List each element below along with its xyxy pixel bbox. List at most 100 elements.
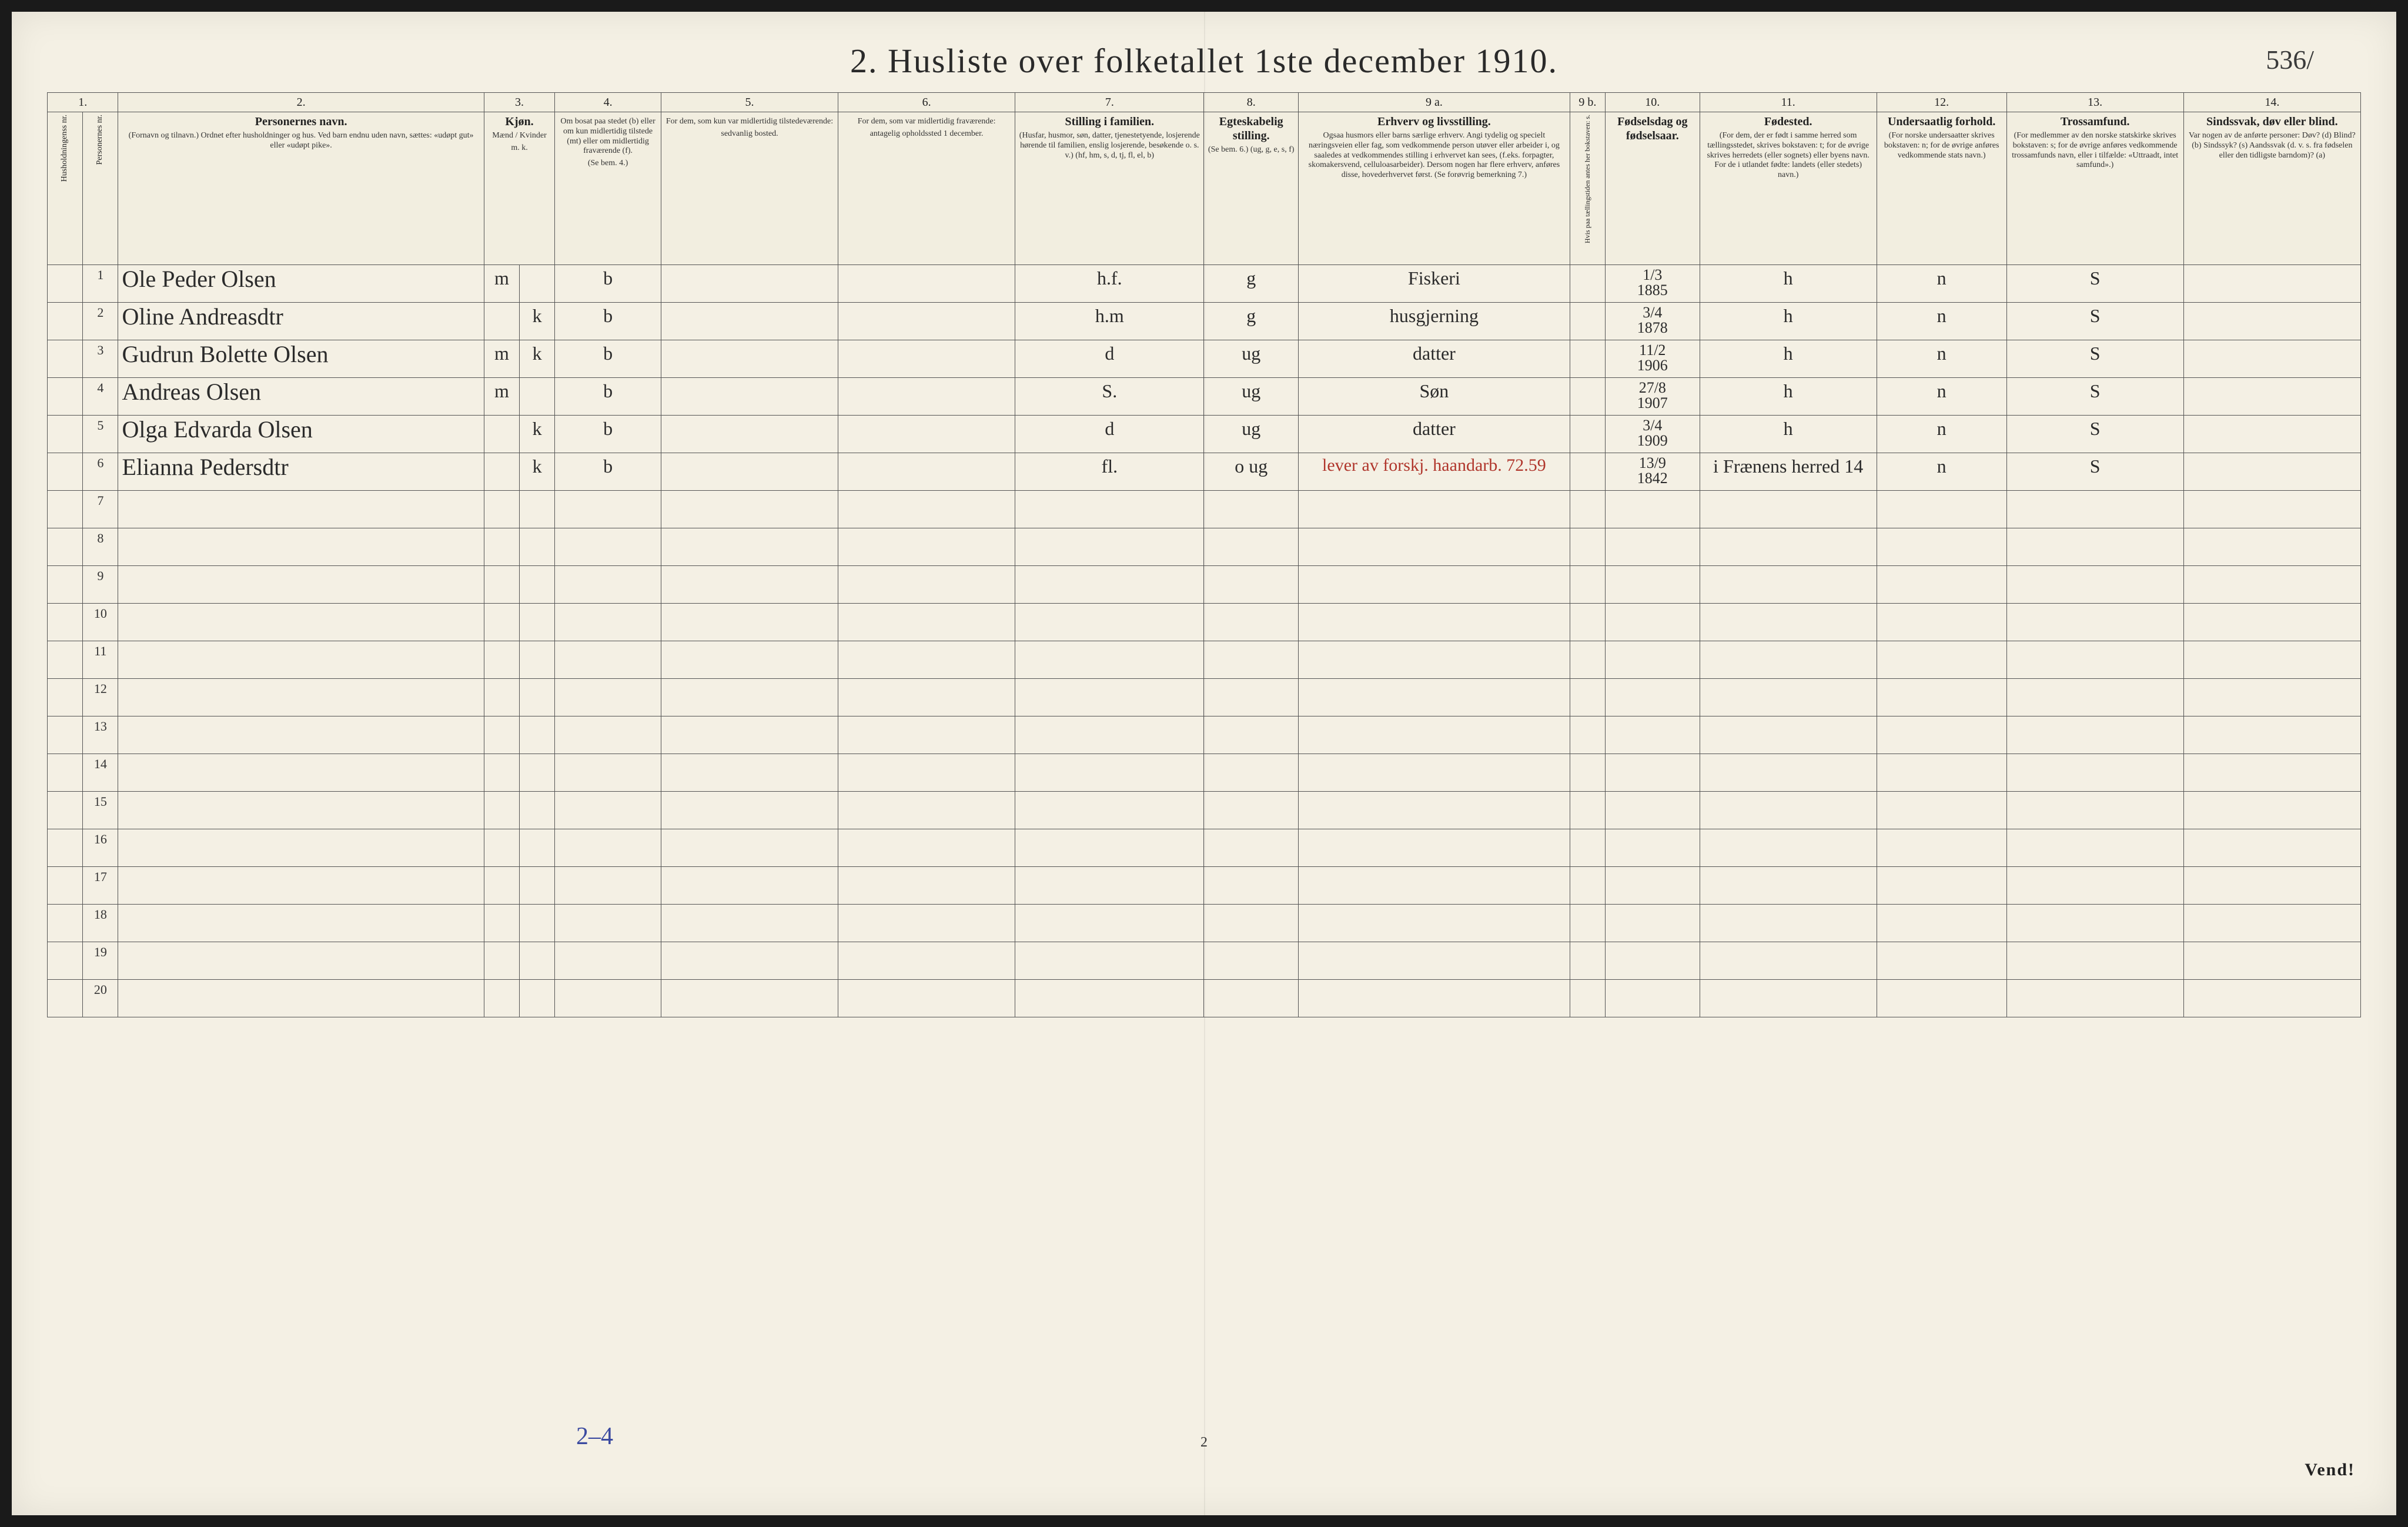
cell-sex-m xyxy=(484,453,519,491)
cell-empty xyxy=(1204,528,1299,566)
cell-empty xyxy=(2006,905,2183,942)
cell-empty xyxy=(1570,867,1605,905)
cell-empty xyxy=(1299,980,1570,1017)
hdr-person-nr: Personernes nr. xyxy=(83,112,118,265)
cell-empty xyxy=(2183,829,2360,867)
cell-family-pos: fl. xyxy=(1015,453,1204,491)
cell-empty xyxy=(838,528,1015,566)
cell-empty xyxy=(1015,528,1204,566)
cell-sex-m: m xyxy=(484,340,519,378)
cell-9b xyxy=(1570,303,1605,340)
cell-empty xyxy=(1700,491,1877,528)
cell-citizenship: n xyxy=(1877,453,2006,491)
cell-empty xyxy=(838,867,1015,905)
hdr-residence-sub: (Se bem. 4.) xyxy=(558,159,657,169)
page-number: 2 xyxy=(1200,1435,1208,1451)
cell-empty xyxy=(1700,829,1877,867)
cell-occupation: datter xyxy=(1299,416,1570,453)
hdr-sex-sub: Mænd / Kvinder xyxy=(488,131,551,141)
cell-empty xyxy=(1606,754,1700,792)
cell-name: Olga Edvarda Olsen xyxy=(118,416,484,453)
cell-empty xyxy=(2006,867,2183,905)
cell-sex-m: m xyxy=(484,265,519,303)
cell-empty xyxy=(1299,604,1570,641)
cell-empty xyxy=(555,867,661,905)
cell-empty xyxy=(484,566,519,604)
cell-household-nr xyxy=(48,566,83,604)
cell-empty xyxy=(1606,604,1700,641)
cell-temp-absent xyxy=(838,265,1015,303)
vend-label: Vend! xyxy=(2305,1460,2355,1480)
cell-person-nr: 9 xyxy=(83,566,118,604)
cell-empty xyxy=(520,491,555,528)
cell-empty xyxy=(661,641,838,679)
cell-empty xyxy=(1606,829,1700,867)
cell-sex-k xyxy=(520,265,555,303)
cell-empty xyxy=(484,980,519,1017)
cell-family-pos: d xyxy=(1015,416,1204,453)
census-page: 2. Husliste over folketallet 1ste decemb… xyxy=(12,12,2396,1515)
cell-empty xyxy=(555,604,661,641)
cell-empty xyxy=(2183,942,2360,980)
cell-empty xyxy=(1606,980,1700,1017)
cell-empty xyxy=(1204,716,1299,754)
hdr-sex-title: Kjøn. xyxy=(505,115,533,128)
cell-household-nr xyxy=(48,867,83,905)
cell-empty xyxy=(1299,867,1570,905)
cell-birth: 1/31885 xyxy=(1606,265,1700,303)
cell-person-nr: 19 xyxy=(83,942,118,980)
colnum-3: 3. xyxy=(484,93,554,112)
cell-household-nr xyxy=(48,754,83,792)
cell-empty xyxy=(2006,942,2183,980)
cell-empty xyxy=(1015,604,1204,641)
cell-empty xyxy=(1204,867,1299,905)
cell-birth: 3/41878 xyxy=(1606,303,1700,340)
cell-empty xyxy=(1700,754,1877,792)
colnum-8: 8. xyxy=(1204,93,1299,112)
cell-empty xyxy=(2006,528,2183,566)
cell-empty xyxy=(2183,754,2360,792)
page-fold xyxy=(1204,12,1205,1515)
cell-empty xyxy=(1204,942,1299,980)
cell-empty xyxy=(1570,679,1605,716)
cell-name: Gudrun Bolette Olsen xyxy=(118,340,484,378)
cell-empty xyxy=(838,566,1015,604)
cell-empty xyxy=(1570,604,1605,641)
cell-empty xyxy=(1299,641,1570,679)
colnum-4: 4. xyxy=(555,93,661,112)
cell-empty xyxy=(520,716,555,754)
cell-empty xyxy=(1015,679,1204,716)
cell-temp-absent xyxy=(838,378,1015,416)
cell-citizenship: n xyxy=(1877,303,2006,340)
hdr-sex: Kjøn. Mænd / Kvinder m. k. xyxy=(484,112,554,265)
hdr-residence: Om bosat paa stedet (b) eller om kun mid… xyxy=(555,112,661,265)
hdr-household-nr: Husholdningenss nr. xyxy=(48,112,83,265)
cell-empty xyxy=(838,679,1015,716)
cell-empty xyxy=(484,716,519,754)
cell-marital: g xyxy=(1204,265,1299,303)
cell-name: Elianna Pedersdtr xyxy=(118,453,484,491)
cell-empty xyxy=(1570,980,1605,1017)
cell-empty xyxy=(1299,905,1570,942)
hdr-religion-sub: (For medlemmer av den norske statskirke … xyxy=(2011,131,2180,170)
cell-citizenship: n xyxy=(1877,416,2006,453)
cell-disability xyxy=(2183,453,2360,491)
colnum-12: 12. xyxy=(1877,93,2006,112)
colnum-9b: 9 b. xyxy=(1570,93,1605,112)
cell-empty xyxy=(555,566,661,604)
cell-empty xyxy=(838,942,1015,980)
cell-empty xyxy=(1299,942,1570,980)
cell-empty xyxy=(1700,641,1877,679)
hdr-family-pos-sub: (Husfar, husmor, søn, datter, tjenestety… xyxy=(1019,131,1200,160)
cell-religion: S xyxy=(2006,340,2183,378)
cell-empty xyxy=(2183,566,2360,604)
hdr-birthplace-sub: (For dem, der er født i samme herred som… xyxy=(1704,131,1873,180)
cell-empty xyxy=(661,905,838,942)
cell-empty xyxy=(1877,566,2006,604)
cell-empty xyxy=(838,792,1015,829)
cell-empty xyxy=(520,679,555,716)
cell-empty xyxy=(118,528,484,566)
cell-empty xyxy=(838,905,1015,942)
corner-annotation: 536/ xyxy=(2266,44,2314,75)
cell-empty xyxy=(661,566,838,604)
